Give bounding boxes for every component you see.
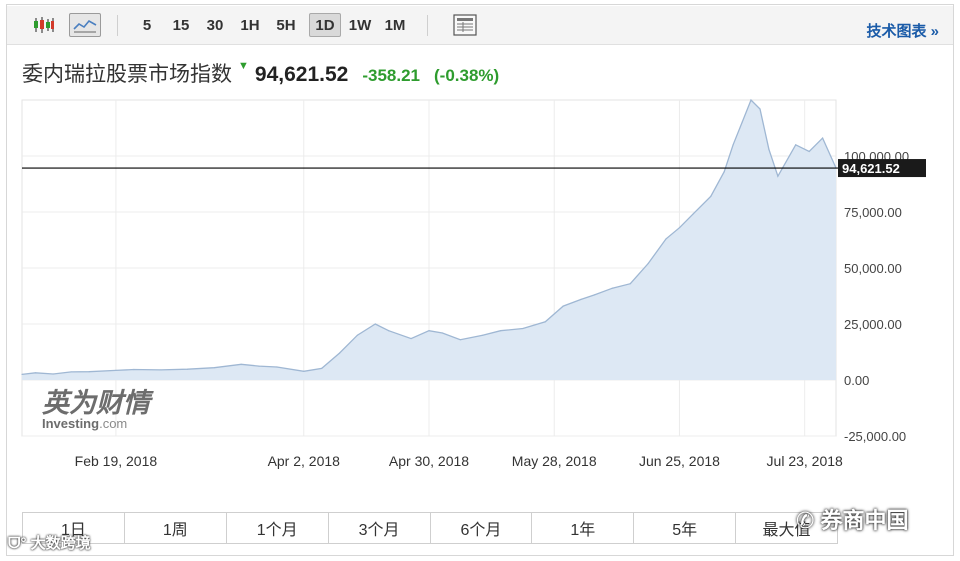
technical-chart-link[interactable]: 技术图表 » (866, 23, 939, 40)
overlay-watermark-left: ᗜ° 大数跨境 (8, 535, 91, 552)
interval-5-button[interactable]: 5 (142, 16, 152, 34)
interval-1m-button[interactable]: 1M (384, 16, 406, 34)
down-triangle-icon: ▼ (238, 60, 249, 72)
overlay-watermark-left-text: 大数跨境 (30, 535, 91, 552)
instrument-name: 委内瑞拉股票市场指数 (22, 63, 232, 86)
overlay-watermark-right: ✆ 券商中国 (796, 508, 909, 533)
price-change-percent: (-0.38%) (434, 66, 500, 85)
interval-1w-button[interactable]: 1W (348, 16, 372, 34)
interval-1h-button[interactable]: 1H (240, 16, 260, 34)
period-tab-1w[interactable]: 1周 (125, 513, 227, 543)
period-tab-max[interactable]: 最大值 (762, 522, 811, 539)
interval-30-button[interactable]: 30 (206, 16, 224, 34)
price-change: -358.21 (362, 66, 420, 85)
chart-toolbar: 5 15 30 1H 5H 1D 1W 1M 技术图表 » (7, 6, 953, 45)
period-tab-1d[interactable]: 1日 (23, 513, 125, 543)
toolbar-separator (117, 15, 118, 36)
toolbar-separator (427, 15, 428, 36)
overlay-watermark-right-text: 券商中国 (820, 508, 909, 533)
period-tabs: 1日 1周 1个月 3个月 6个月 1年 5年 最大值 (22, 512, 838, 544)
period-tab-3m[interactable]: 3个月 (329, 513, 431, 543)
interval-1d-button[interactable]: 1D (309, 13, 341, 37)
table-view-icon[interactable] (451, 13, 479, 37)
period-tab-6m[interactable]: 6个月 (431, 513, 533, 543)
instrument-header: 委内瑞拉股票市场指数 ▼ 94,621.52 -358.21 (-0.38%) (22, 58, 499, 92)
candlestick-chart-icon[interactable] (31, 13, 57, 37)
period-tab-1m[interactable]: 1个月 (227, 513, 329, 543)
last-price: 94,621.52 (254, 63, 349, 86)
line-chart-icon[interactable] (69, 13, 101, 37)
period-tab-5y[interactable]: 5年 (634, 513, 737, 543)
period-tab-1y[interactable]: 1年 (532, 513, 635, 543)
interval-15-button[interactable]: 15 (172, 16, 190, 34)
interval-5h-button[interactable]: 5H (276, 16, 296, 34)
